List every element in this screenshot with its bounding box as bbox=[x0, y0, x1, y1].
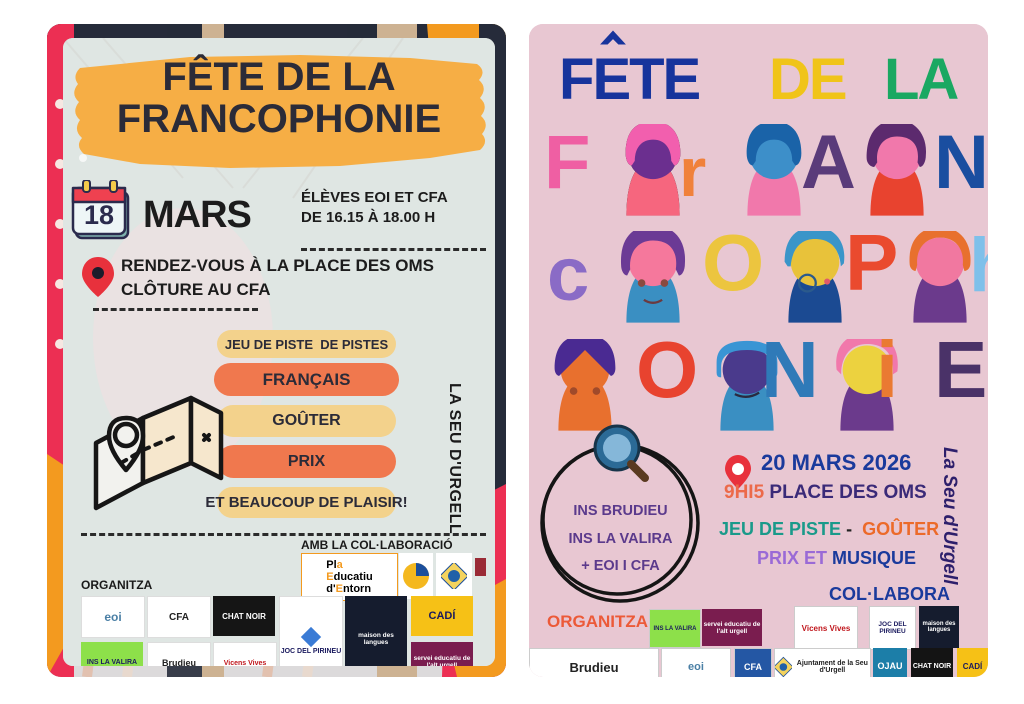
svg-text:18: 18 bbox=[84, 200, 114, 230]
